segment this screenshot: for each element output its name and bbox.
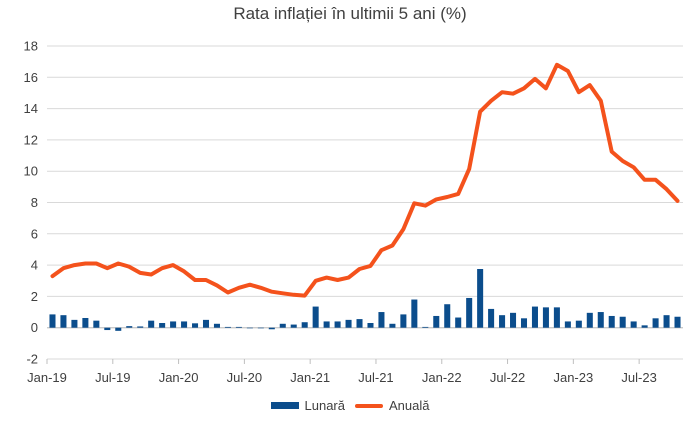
x-tick-label: Jul-23 [621,370,656,385]
y-tick-label: 16 [24,70,38,85]
bar-Nov-19 [159,323,166,328]
bar-Sep-22 [531,306,538,328]
bar-Feb-20 [192,323,199,328]
bar-Jan-22 [444,304,451,328]
bar-Sep-23 [663,315,670,328]
bar-Jun-21 [367,323,374,328]
x-tick-label: Jan-22 [422,370,462,385]
bar-Apr-21 [345,319,352,328]
y-tick-label: -2 [26,352,38,367]
bar-Oct-22 [542,307,549,328]
y-tick-label: 12 [24,132,38,147]
x-tick-label: Jan-23 [553,370,593,385]
bar-Mar-23 [597,312,604,328]
bar-Sep-21 [400,314,407,328]
bar-Oct-20 [279,323,286,328]
x-tick-label: Jul-21 [358,370,393,385]
bar-Dec-21 [433,315,440,328]
bar-Jan-19 [49,314,56,328]
bar-Mar-22 [466,297,473,328]
legend-swatch-bar [270,402,299,409]
bar-Dec-19 [170,321,177,328]
bar-May-21 [356,319,363,328]
bar-Sep-19 [137,326,144,328]
bar-Mar-19 [71,319,78,328]
bar-Oct-19 [148,320,155,328]
bar-Jul-19 [115,327,122,331]
x-tick-label: Jan-21 [290,370,330,385]
bar-Jun-20 [235,326,242,328]
chart-plot: -2 0 2 4 6 8 10 12 14 16 18 Jan-19 Jul-19 Jan-20 Jul-… [24,39,683,385]
y-tick-label: 4 [31,258,38,273]
bar-Jan-21 [312,306,319,328]
x-tick-label: Jul-20 [227,370,262,385]
bar-Oct-21 [411,299,418,328]
bar-Aug-22 [520,318,528,328]
y-tick-label: 0 [31,320,38,335]
bar-Apr-20 [213,323,220,328]
line-series-anuala [50,62,680,298]
bar-Mar-20 [202,319,210,328]
bar-Jan-20 [181,321,188,328]
bar-Jul-21 [378,312,385,328]
bar-Jun-23 [630,321,637,328]
bar-Aug-21 [389,323,396,328]
bar-Feb-21 [323,321,330,328]
bar-Jul-23 [641,325,648,328]
y-tick-label: 2 [31,289,38,304]
gridlines [47,45,683,360]
bar-Apr-23 [608,315,615,328]
legend: Lunară Anuală [0,398,700,413]
bar-Jun-22 [499,315,506,328]
bar-Jul-20 [246,327,253,329]
bar-series-lunara [49,269,681,331]
bar-May-19 [93,320,100,328]
x-tick-label: Jan-19 [27,370,67,385]
legend-item-anuala: Anuală [355,398,429,413]
bar-Mar-21 [334,321,341,328]
x-axis: Jan-19 Jul-19 Jan-20 Jul-20 Jan-21 Jul-21 Jan-… [27,359,657,385]
bar-Aug-20 [257,327,264,329]
chart-title: Rata inflației în ultimii 5 ani (%) [233,4,467,23]
bar-May-22 [488,308,495,328]
y-tick-label: 18 [24,39,38,54]
bar-Aug-19 [126,326,133,328]
bar-Dec-22 [564,321,571,328]
y-tick-label: 8 [31,195,38,210]
legend-label-anuala: Anuală [389,398,430,413]
bar-Aug-23 [652,318,659,328]
y-tick-label: 6 [31,226,38,241]
legend-label-lunara: Lunară [304,398,345,413]
y-tick-label: 14 [24,101,38,116]
bar-Sep-20 [268,327,275,330]
y-axis: -2 0 2 4 6 8 10 12 14 16 18 [24,39,38,367]
x-tick-label: Jan-20 [159,370,199,385]
bar-Feb-22 [455,317,462,328]
bar-Feb-23 [586,312,593,328]
bar-May-23 [619,316,626,328]
bar-Nov-22 [553,307,560,328]
bar-Jan-23 [575,320,582,328]
bar-May-20 [224,326,231,328]
x-tick-label: Jul-19 [95,370,130,385]
bar-Nov-20 [290,324,297,328]
legend-swatch-line [355,403,383,408]
bar-Apr-22 [477,269,484,328]
bar-Dec-20 [301,322,308,328]
bar-Jul-22 [510,312,517,328]
x-tick-label: Jul-22 [490,370,525,385]
bar-Oct-23 [674,316,681,328]
legend-item-lunara: Lunară [270,398,345,413]
bar-Nov-21 [422,326,429,328]
y-tick-label: 10 [24,164,38,179]
bar-Apr-19 [82,317,89,328]
bar-Jun-19 [104,327,111,331]
bar-Feb-19 [60,315,67,328]
